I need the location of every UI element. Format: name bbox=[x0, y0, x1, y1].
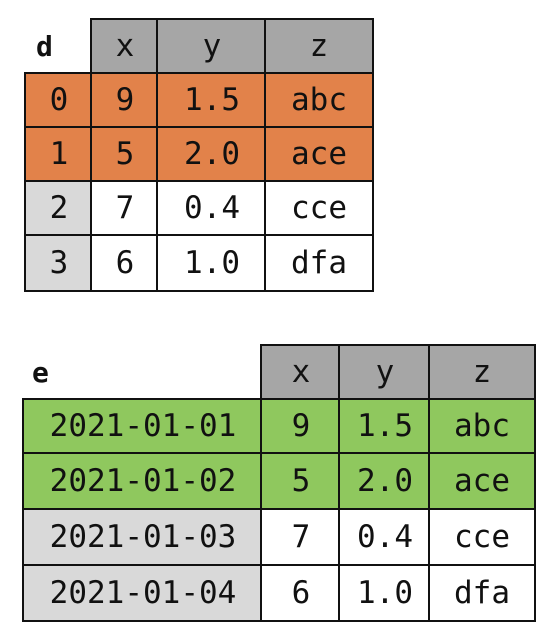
data-cell-y: 2.0 bbox=[338, 452, 432, 510]
data-cell-z: dfa bbox=[264, 234, 374, 292]
data-cell-y: 0.4 bbox=[156, 180, 268, 236]
data-cell-z: ace bbox=[264, 126, 374, 182]
column-header-y: y bbox=[338, 344, 432, 400]
row-index-cell: 2 bbox=[24, 180, 94, 236]
data-cell-x: 6 bbox=[90, 234, 160, 292]
row-index-cell: 2021-01-01 bbox=[22, 398, 264, 454]
data-cell-y: 0.4 bbox=[338, 508, 432, 566]
data-cell-y: 1.5 bbox=[156, 72, 268, 128]
data-cell-y: 1.0 bbox=[338, 564, 432, 622]
data-cell-x: 7 bbox=[260, 508, 342, 566]
row-index-cell: 2021-01-03 bbox=[22, 508, 264, 566]
row-index-cell: 1 bbox=[24, 126, 94, 182]
column-header-z: z bbox=[264, 18, 374, 74]
data-cell-x: 9 bbox=[260, 398, 342, 454]
data-cell-z: cce bbox=[264, 180, 374, 236]
data-cell-z: dfa bbox=[428, 564, 536, 622]
data-cell-y: 1.5 bbox=[338, 398, 432, 454]
data-cell-z: abc bbox=[428, 398, 536, 454]
data-cell-z: abc bbox=[264, 72, 374, 128]
data-cell-x: 7 bbox=[90, 180, 160, 236]
row-index-cell: 2021-01-02 bbox=[22, 452, 264, 510]
row-index-cell: 3 bbox=[24, 234, 94, 292]
data-cell-z: ace bbox=[428, 452, 536, 510]
column-header-x: x bbox=[260, 344, 342, 400]
data-cell-x: 6 bbox=[260, 564, 342, 622]
column-header-y: y bbox=[156, 18, 268, 74]
data-cell-x: 5 bbox=[90, 126, 160, 182]
column-header-z: z bbox=[428, 344, 536, 400]
data-cell-y: 1.0 bbox=[156, 234, 268, 292]
row-index-cell: 2021-01-04 bbox=[22, 564, 264, 622]
data-cell-y: 2.0 bbox=[156, 126, 268, 182]
data-cell-x: 5 bbox=[260, 452, 342, 510]
table-name-label: e bbox=[32, 355, 49, 389]
table-name-label: d bbox=[36, 29, 53, 63]
row-index-cell: 0 bbox=[24, 72, 94, 128]
column-header-x: x bbox=[90, 18, 160, 74]
data-cell-x: 9 bbox=[90, 72, 160, 128]
data-cell-z: cce bbox=[428, 508, 536, 566]
